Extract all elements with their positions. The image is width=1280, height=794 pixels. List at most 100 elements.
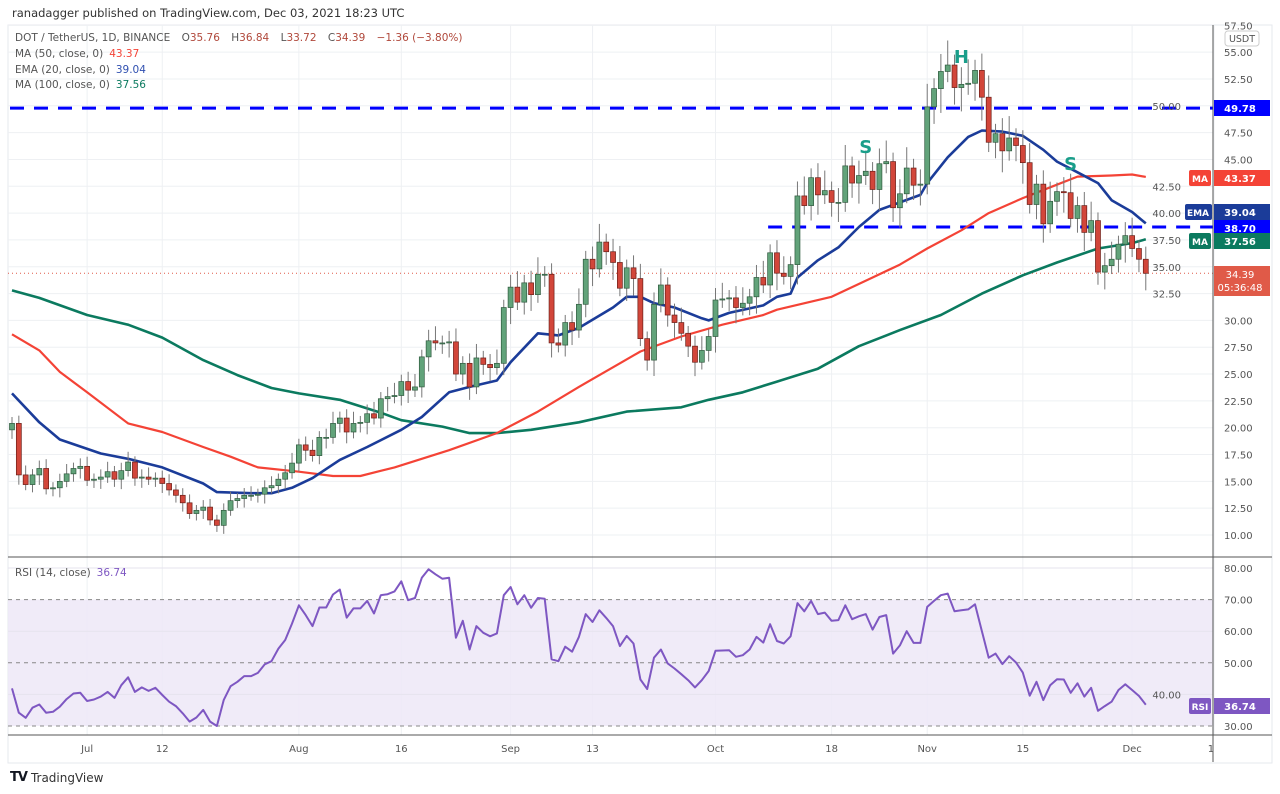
candle-body xyxy=(1026,162,1033,205)
candle-down xyxy=(487,354,493,382)
candle-up xyxy=(1054,182,1060,216)
ohlc-open: O35.76 xyxy=(181,32,220,44)
ema-badge: EMA 39.04 xyxy=(1185,204,1270,220)
candle-down xyxy=(678,307,685,341)
candle-down xyxy=(617,245,623,297)
candle-body xyxy=(439,342,446,345)
publisher-line: ranadagger published on TradingView.com,… xyxy=(12,6,405,20)
candle-up xyxy=(972,59,978,101)
candle-up xyxy=(794,181,801,285)
price-tick-label: 47.50 xyxy=(1224,129,1253,140)
candle-up xyxy=(1122,222,1129,263)
candle-body xyxy=(173,489,179,496)
candle-down xyxy=(1081,191,1088,251)
candle-body xyxy=(903,167,910,195)
candle-down xyxy=(637,263,644,347)
candle-body xyxy=(992,133,999,143)
candle-body xyxy=(1033,183,1040,205)
candle-body xyxy=(302,444,309,451)
candle-up xyxy=(234,493,241,508)
candle-down xyxy=(869,162,876,205)
candle-up xyxy=(494,349,500,375)
ohlc-close: C34.39 xyxy=(327,32,366,44)
candle-down xyxy=(1026,143,1033,214)
tradingview-footer[interactable]: TV TradingView xyxy=(10,770,103,785)
candle-up xyxy=(698,336,705,370)
rsi-axis[interactable]: 30.00 40.00 50.00 60.00 70.00 80.00 xyxy=(1152,564,1252,733)
candle-body xyxy=(459,362,466,375)
ma50-tag: MA xyxy=(1192,175,1208,185)
candle-body xyxy=(97,476,104,480)
horizontal-levels[interactable] xyxy=(10,106,1213,229)
candle-up xyxy=(316,431,323,465)
candle-body xyxy=(897,193,903,209)
candle-up xyxy=(767,244,773,299)
candle-body xyxy=(958,83,965,88)
ema20-line xyxy=(11,129,1147,495)
candle-body xyxy=(15,423,22,476)
candle-body xyxy=(1088,220,1094,233)
candle-up xyxy=(323,428,330,449)
candle-up xyxy=(391,382,398,404)
candle-body xyxy=(316,437,323,456)
candle-down xyxy=(173,484,179,503)
candle-up xyxy=(261,480,268,504)
candle-body xyxy=(876,163,883,190)
candle-up xyxy=(657,268,664,313)
ma100-legend[interactable]: MA (100, close, 0) 37.56 xyxy=(15,79,146,91)
candle-up xyxy=(70,462,77,482)
candle-body xyxy=(22,474,29,485)
candle-body xyxy=(828,190,835,203)
time-tick-label: 16 xyxy=(395,744,408,755)
candle-body xyxy=(77,465,84,469)
currency-badge[interactable]: USDT xyxy=(1224,30,1260,47)
candle-body xyxy=(507,286,514,308)
candle-body xyxy=(480,357,487,365)
time-tick-label: 12 xyxy=(156,744,169,755)
candle-body xyxy=(179,494,186,504)
candle-up xyxy=(104,461,111,483)
candle-up xyxy=(739,287,746,316)
candle-up xyxy=(50,482,56,497)
candle-body xyxy=(132,461,138,479)
ma50-badge: MA 43.37 xyxy=(1189,170,1270,186)
symbol-legend[interactable]: DOT / TetherUS, 1D, BINANCE O35.76 H36.8… xyxy=(15,32,462,44)
ma50-legend[interactable]: MA (50, close, 0) 43.37 xyxy=(15,48,139,60)
candle-up xyxy=(241,488,248,508)
time-axis[interactable]: Jul 12 Aug 16 Sep 13 Oct 18 Nov 15 Dec 13 xyxy=(80,744,1220,755)
candle-body xyxy=(685,332,692,347)
candle-body xyxy=(227,500,234,511)
ema20-legend[interactable]: EMA (20, close, 0) 39.04 xyxy=(15,64,146,76)
candle-body xyxy=(111,471,118,480)
candle-body xyxy=(835,202,842,204)
candle-body xyxy=(118,470,125,480)
candle-up xyxy=(931,78,937,124)
ma50-line xyxy=(11,173,1146,478)
candle-down xyxy=(466,353,473,400)
candle-down xyxy=(555,328,562,353)
candle-down xyxy=(603,233,610,265)
candle-body xyxy=(808,177,814,206)
candle-body xyxy=(309,449,316,456)
candle-down xyxy=(480,350,487,375)
candle-up xyxy=(753,264,760,314)
candle-down xyxy=(214,514,220,532)
candle-body xyxy=(780,272,787,277)
price-tick-label: 50.00 xyxy=(1152,102,1181,113)
candle-body xyxy=(514,286,521,303)
candle-down xyxy=(801,176,808,215)
candle-up xyxy=(289,452,295,479)
price-axis[interactable]: 10.00 12.50 15.00 17.50 20.00 22.50 25.00 27.50… xyxy=(1152,21,1252,542)
candle-body xyxy=(965,82,972,85)
candle-up xyxy=(91,473,97,488)
candle-body xyxy=(405,381,411,391)
candle-body xyxy=(371,413,377,419)
candle-down xyxy=(569,311,575,346)
rsi-legend[interactable]: RSI (14, close) 36.74 xyxy=(15,567,127,579)
support-value: 38.70 xyxy=(1224,224,1256,235)
ma100-value: 37.56 xyxy=(1224,237,1256,248)
rsi-tick-label: 40.00 xyxy=(1152,690,1181,701)
time-tick-label: Sep xyxy=(501,744,520,755)
candle-body xyxy=(1040,183,1047,225)
